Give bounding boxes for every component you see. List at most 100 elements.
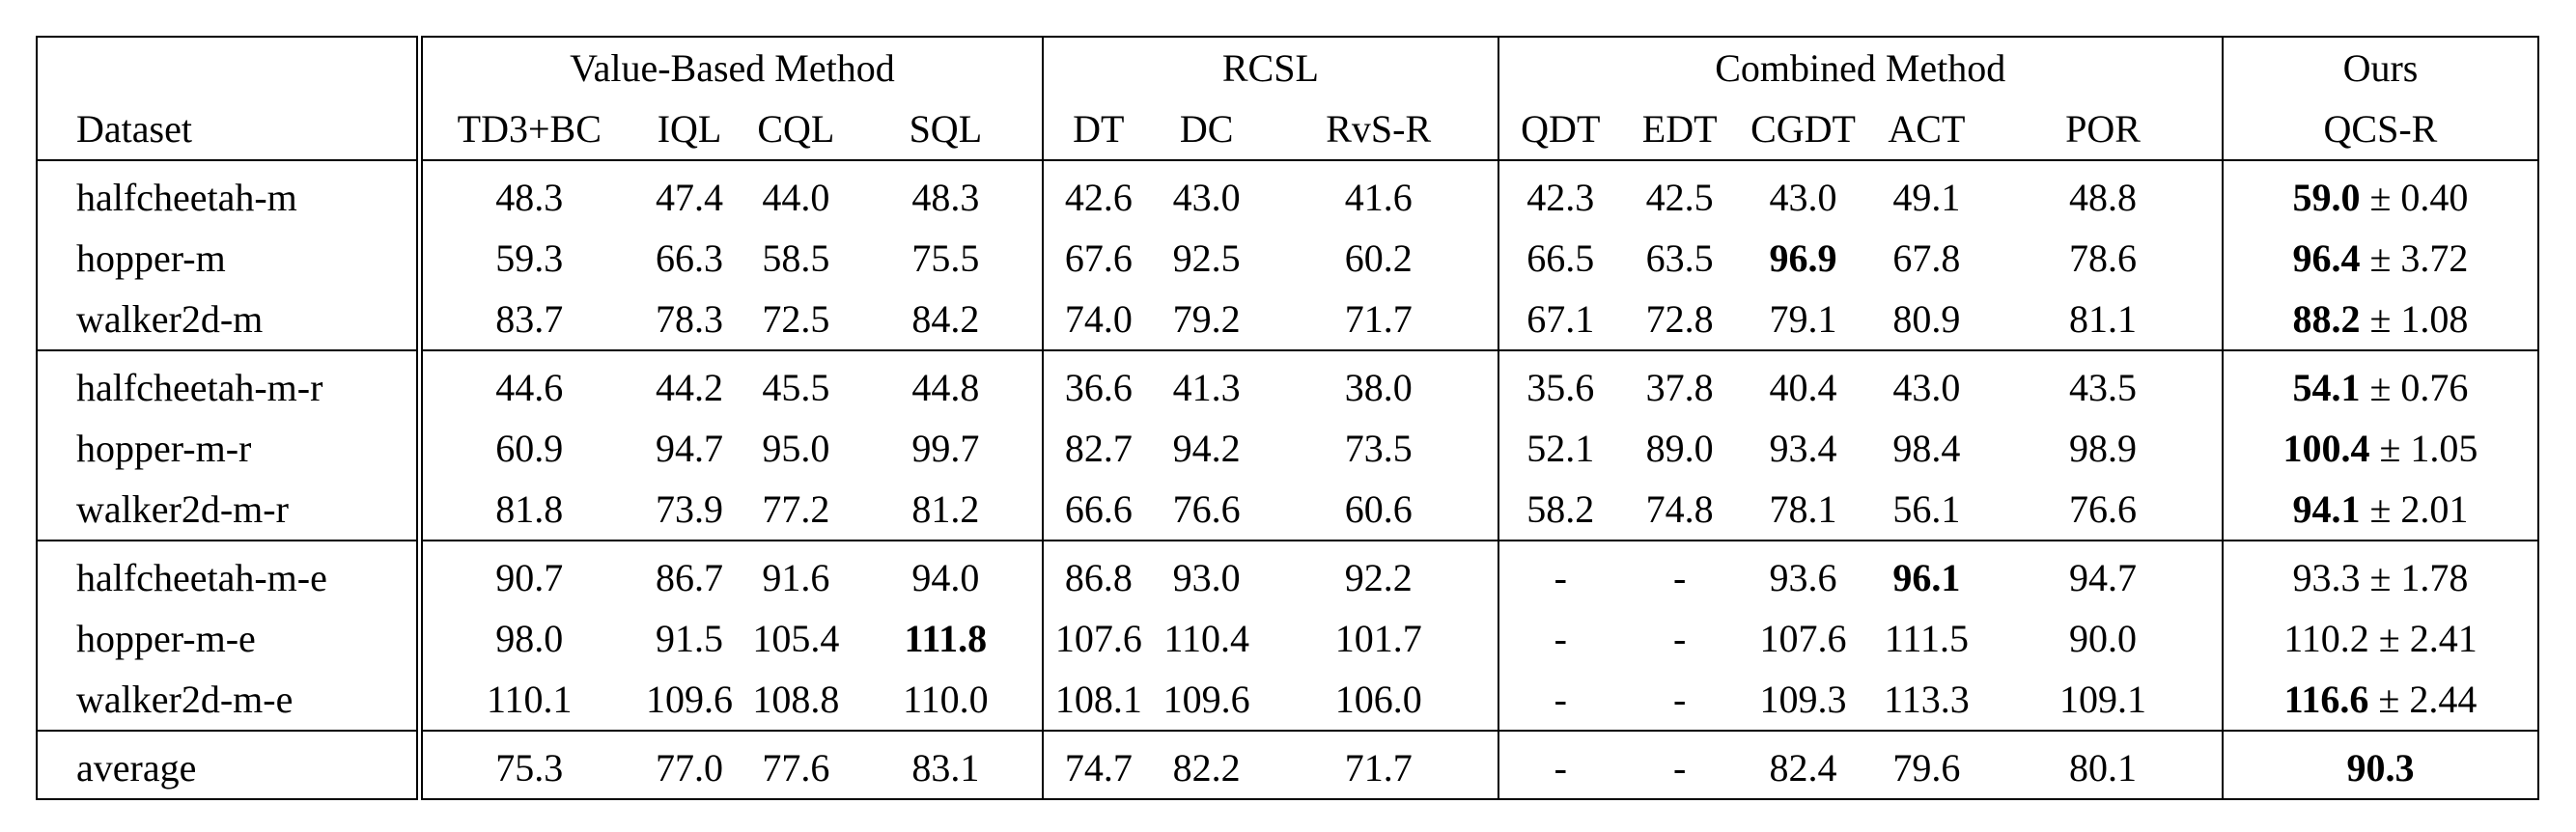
- value-cell: 75.3: [419, 731, 636, 799]
- value-cell: 94.7: [1984, 541, 2224, 608]
- table-row: hopper-m-e 98.0 91.5 105.4 111.8 107.6 110.4 10…: [37, 608, 2538, 669]
- cell-value: 109.3: [1759, 678, 1847, 721]
- value-cell: 44.8: [849, 350, 1045, 418]
- cell-value: 52.1: [1526, 427, 1595, 470]
- cell-value: 75.3: [495, 746, 564, 790]
- cell-value: 38.0: [1344, 366, 1413, 409]
- value-cell: 94.0: [849, 541, 1045, 608]
- value-cell: 67.8: [1869, 228, 1984, 289]
- std-value: ± 1.05: [2379, 427, 2478, 470]
- value-cell: 98.9: [1984, 418, 2224, 479]
- cell-value: 94.7: [2069, 556, 2137, 599]
- cell-value: 92.2: [1344, 556, 1413, 599]
- std-value: ± 2.41: [2378, 617, 2478, 660]
- std-value: ± 1.78: [2369, 556, 2469, 599]
- table-section: average 75.3 77.0 77.6 83.1 74.7 82.2 71.7 - - 82.…: [37, 731, 2538, 799]
- cell-value: 90.7: [495, 556, 564, 599]
- cell-value: 98.9: [2069, 427, 2137, 470]
- cell-value: 36.6: [1064, 366, 1133, 409]
- value-cell: 78.3: [636, 289, 742, 350]
- value-cell: -: [1498, 608, 1622, 669]
- value-cell: 43.5: [1984, 350, 2224, 418]
- value-cell: 66.5: [1498, 228, 1622, 289]
- value-cell: -: [1498, 731, 1622, 799]
- value-cell: 110.1: [419, 669, 636, 731]
- cell-value: 101.7: [1334, 617, 1422, 660]
- cell-value: -: [1554, 617, 1567, 660]
- cell-value: 98.0: [495, 617, 564, 660]
- value-cell: 42.3: [1498, 160, 1622, 228]
- cell-value: 78.3: [656, 297, 724, 341]
- mean-value: 90.3: [2346, 746, 2415, 790]
- cell-value: 79.2: [1172, 297, 1241, 341]
- dataset-cell: average: [37, 731, 423, 799]
- value-cell: 78.1: [1737, 479, 1868, 541]
- table-row: halfcheetah-m-r 44.6 44.2 45.5 44.8 36.6 41.3 3…: [37, 350, 2538, 418]
- cell-value: 77.0: [656, 746, 724, 790]
- cell-value: 94.2: [1172, 427, 1241, 470]
- cell-value: 94.7: [656, 427, 724, 470]
- cell-value: 42.6: [1064, 176, 1133, 219]
- cell-value: 74.8: [1645, 487, 1714, 531]
- cell-value: 73.5: [1344, 427, 1413, 470]
- table-row: halfcheetah-m 48.3 47.4 44.0 48.3 42.6 43.0 41.…: [37, 160, 2538, 228]
- value-cell: 74.8: [1622, 479, 1737, 541]
- value-cell: 43.0: [1737, 160, 1868, 228]
- cell-value: 82.2: [1172, 746, 1241, 790]
- value-cell: 41.3: [1154, 350, 1260, 418]
- cell-value: 83.7: [495, 297, 564, 341]
- table-row: walker2d-m 83.7 78.3 72.5 84.2 74.0 79.2 71.7 67…: [37, 289, 2538, 350]
- value-cell: 76.6: [1984, 479, 2224, 541]
- column-header: QCS-R: [2222, 98, 2538, 161]
- value-cell: 91.6: [742, 541, 849, 608]
- mean-value: 110.2: [2283, 617, 2369, 660]
- mean-value: 116.6: [2283, 678, 2369, 721]
- value-cell: 48.3: [419, 160, 636, 228]
- cell-value: 76.6: [2069, 487, 2137, 531]
- cell-value: 99.7: [911, 427, 980, 470]
- column-header: CGDT: [1737, 98, 1869, 161]
- value-cell: 79.2: [1154, 289, 1260, 350]
- cell-value: 76.6: [1172, 487, 1241, 531]
- column-header: Dataset: [37, 98, 423, 161]
- value-cell: 106.0: [1259, 669, 1499, 731]
- value-cell: 98.4: [1869, 418, 1984, 479]
- cell-value: 41.6: [1344, 176, 1413, 219]
- value-cell: 35.6: [1498, 350, 1622, 418]
- value-cell: 63.5: [1622, 228, 1737, 289]
- cell-value: -: [1673, 556, 1687, 599]
- table-row: walker2d-m-r 81.8 73.9 77.2 81.2 66.6 76.6 60.6…: [37, 479, 2538, 541]
- mean-value: 100.4: [2282, 427, 2370, 470]
- value-cell: 96.1: [1869, 541, 1984, 608]
- column-header: EDT: [1621, 98, 1738, 161]
- value-cell: 66.3: [636, 228, 742, 289]
- value-cell: 82.7: [1043, 418, 1153, 479]
- cell-value: 40.4: [1769, 366, 1837, 409]
- value-cell: 38.0: [1259, 350, 1499, 418]
- cell-value: 83.1: [911, 746, 980, 790]
- cell-value: 91.5: [656, 617, 724, 660]
- column-header: RvS-R: [1259, 98, 1499, 161]
- std-value: ± 2.01: [2369, 487, 2469, 531]
- mean-value: 54.1: [2292, 366, 2361, 409]
- value-cell: 99.7: [849, 418, 1045, 479]
- cell-value: 110.4: [1163, 617, 1249, 660]
- value-cell: 79.6: [1869, 731, 1984, 799]
- cell-value: 58.2: [1526, 487, 1595, 531]
- value-cell: 90.7: [419, 541, 636, 608]
- cell-value: 81.8: [495, 487, 564, 531]
- value-cell: 109.6: [636, 669, 742, 731]
- value-cell: 94.2: [1154, 418, 1260, 479]
- value-cell: -: [1622, 731, 1737, 799]
- value-cell: 73.5: [1259, 418, 1499, 479]
- value-cell: 52.1: [1498, 418, 1622, 479]
- value-cell: 44.6: [419, 350, 636, 418]
- value-cell: 44.2: [636, 350, 742, 418]
- cell-value: 48.3: [495, 176, 564, 219]
- value-cell: 109.3: [1737, 669, 1868, 731]
- value-cell: 74.7: [1043, 731, 1153, 799]
- cell-value: 41.3: [1172, 366, 1241, 409]
- value-cell: -: [1498, 669, 1622, 731]
- group-header-row: Value-Based Method RCSL Combined Method …: [37, 37, 2538, 98]
- std-value: ± 2.44: [2378, 678, 2478, 721]
